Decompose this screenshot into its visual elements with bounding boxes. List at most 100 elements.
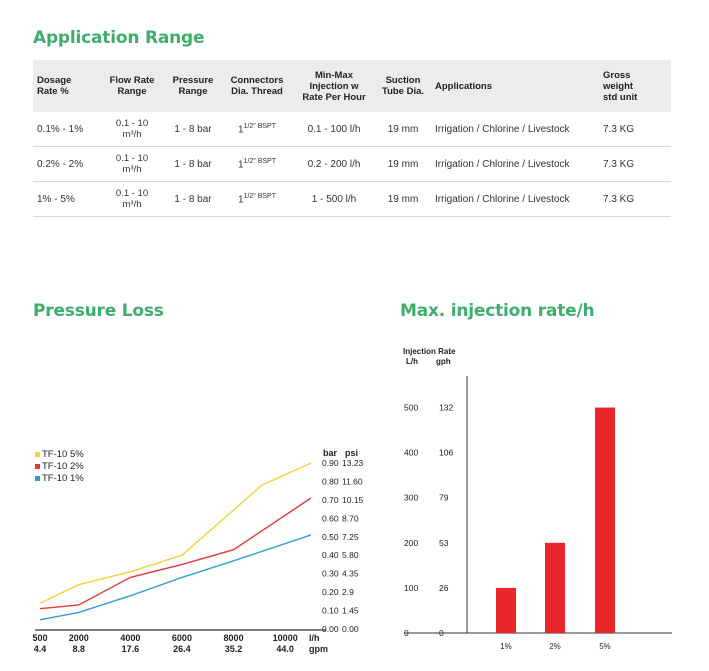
application-range-table: Dosage Rate % Flow Rate Range Pressure R… bbox=[33, 60, 671, 217]
bar-1 bbox=[496, 587, 516, 633]
bar-y-tick-lph: 500 bbox=[404, 403, 418, 413]
x-tick-gpm: 26.4 bbox=[173, 644, 191, 654]
y-tick-psi: 11.60 bbox=[342, 476, 363, 486]
cell-flow-rate: 0.1 - 10 m³/h bbox=[99, 146, 165, 182]
y-tick-bar: 0.30 bbox=[322, 569, 339, 579]
cell-suction: 19 mm bbox=[375, 146, 431, 182]
bar-y-unit-lph: L/h bbox=[406, 357, 418, 366]
cell-weight: 7.3 KG bbox=[599, 112, 671, 147]
legend-label-1: TF-10 5% bbox=[42, 449, 84, 460]
x-tick-lph: 500 bbox=[32, 633, 47, 643]
col-dosage: Dosage Rate % bbox=[33, 60, 99, 112]
series-line-2 bbox=[39, 497, 312, 610]
col-suction: Suction Tube Dia. bbox=[375, 60, 431, 112]
y-tick-psi: 1.45 bbox=[342, 606, 359, 616]
col-flow-rate: Flow Rate Range bbox=[99, 60, 165, 112]
bar-y-tick-gph: 106 bbox=[439, 448, 453, 458]
x-tick-gpm: 8.8 bbox=[72, 644, 85, 654]
cell-suction: 19 mm bbox=[375, 181, 431, 217]
bar-category-label: 1% bbox=[500, 642, 512, 651]
y-tick-psi: 10.15 bbox=[342, 495, 364, 505]
legend-swatch-3 bbox=[35, 476, 40, 481]
legend-label-2: TF-10 2% bbox=[42, 461, 84, 472]
legend-label-3: TF-10 1% bbox=[42, 473, 84, 484]
cell-weight: 7.3 KG bbox=[599, 181, 671, 217]
x-tick-gpm: 4.4 bbox=[34, 644, 47, 654]
cell-flow-rate: 0.1 - 10 m³/h bbox=[99, 112, 165, 147]
x-tick-lph: 4000 bbox=[120, 633, 140, 643]
col-injection: Min-Max Injection w Rate Per Hour bbox=[293, 60, 375, 112]
y-unit-bar: bar bbox=[323, 448, 338, 458]
cell-dosage: 0.1% - 1% bbox=[33, 112, 99, 147]
cell-injection: 0.1 - 100 l/h bbox=[293, 112, 375, 147]
col-pressure: Pressure Range bbox=[165, 60, 221, 112]
cell-flow-rate: 0.1 - 10 m³/h bbox=[99, 181, 165, 217]
cell-pressure: 1 - 8 bar bbox=[165, 146, 221, 182]
x-tick-gpm: 17.6 bbox=[122, 644, 140, 654]
bar-category-label: 2% bbox=[549, 642, 561, 651]
y-tick-psi: 5.80 bbox=[342, 550, 359, 560]
bar-y-unit-gph: gph bbox=[436, 357, 451, 366]
y-tick-psi: 8.70 bbox=[342, 513, 359, 523]
bar-y-tick-lph: 400 bbox=[404, 448, 418, 458]
y-tick-psi: 4.35 bbox=[342, 569, 359, 579]
series-line-1 bbox=[39, 462, 312, 604]
bar-y-tick-lph: 200 bbox=[404, 538, 418, 548]
cell-weight: 7.3 KG bbox=[599, 146, 671, 182]
cell-injection: 1 - 500 l/h bbox=[293, 181, 375, 217]
table-header-row: Dosage Rate % Flow Rate Range Pressure R… bbox=[33, 60, 671, 112]
cell-applications: Irrigation / Chlorine / Livestock bbox=[431, 181, 599, 217]
y-tick-bar: 0.20 bbox=[322, 587, 339, 597]
y-tick-bar: 0.40 bbox=[322, 550, 339, 560]
y-tick-bar: 0.70 bbox=[322, 495, 339, 505]
x-unit-gpm: gpm bbox=[309, 644, 328, 654]
table-row: 0.2% - 2% 0.1 - 10 m³/h 1 - 8 bar 11/2" … bbox=[33, 146, 671, 182]
bar-y-tick-lph: 300 bbox=[404, 493, 418, 503]
cell-injection: 0.2 - 200 l/h bbox=[293, 146, 375, 182]
x-unit-lph: l/h bbox=[309, 633, 320, 643]
y-tick-bar: 0.60 bbox=[322, 513, 339, 523]
cell-suction: 19 mm bbox=[375, 112, 431, 147]
bar-3 bbox=[595, 407, 615, 633]
y-tick-psi: 7.25 bbox=[342, 532, 359, 542]
cell-pressure: 1 - 8 bar bbox=[165, 181, 221, 217]
cell-dosage: 0.2% - 2% bbox=[33, 146, 99, 182]
y-tick-psi: 13.23 bbox=[342, 458, 364, 468]
y-unit-psi: psi bbox=[345, 448, 358, 458]
table-row: 1% - 5% 0.1 - 10 m³/h 1 - 8 bar 11/2" BS… bbox=[33, 181, 671, 217]
y-tick-bar: 0.80 bbox=[322, 476, 339, 486]
cell-applications: Irrigation / Chlorine / Livestock bbox=[431, 112, 599, 147]
cell-connector: 11/2" BSPT bbox=[221, 112, 293, 147]
application-range-title: Application Range bbox=[33, 28, 205, 48]
x-tick-lph: 2000 bbox=[69, 633, 89, 643]
col-gross-weight: Gross weight std unit bbox=[599, 60, 671, 112]
pressure-loss-title: Pressure Loss bbox=[33, 301, 164, 321]
cell-dosage: 1% - 5% bbox=[33, 181, 99, 217]
injection-rate-title: Max. injection rate/h bbox=[400, 301, 595, 321]
bar-y-tick-lph: 100 bbox=[404, 583, 418, 593]
cell-applications: Irrigation / Chlorine / Livestock bbox=[431, 146, 599, 182]
bar-category-label: 5% bbox=[599, 642, 611, 651]
x-tick-lph: 10000 bbox=[273, 633, 298, 643]
bar-y-tick-gph: 26 bbox=[439, 583, 449, 593]
x-tick-gpm: 35.2 bbox=[225, 644, 243, 654]
legend-swatch-2 bbox=[35, 464, 40, 469]
x-tick-gpm: 44.0 bbox=[276, 644, 294, 654]
y-tick-bar: 0.90 bbox=[322, 458, 339, 468]
y-tick-bar: 0.00 bbox=[322, 624, 339, 634]
y-tick-psi: 0.00 bbox=[342, 624, 359, 634]
y-tick-bar: 0.50 bbox=[322, 532, 339, 542]
table-row: 0.1% - 1% 0.1 - 10 m³/h 1 - 8 bar 11/2" … bbox=[33, 112, 671, 147]
cell-connector: 11/2" BSPT bbox=[221, 146, 293, 182]
bar-2 bbox=[545, 542, 565, 633]
cell-pressure: 1 - 8 bar bbox=[165, 112, 221, 147]
col-applications: Applications bbox=[431, 60, 599, 112]
x-tick-lph: 8000 bbox=[224, 633, 244, 643]
x-tick-lph: 6000 bbox=[172, 633, 192, 643]
y-tick-bar: 0.10 bbox=[322, 606, 339, 616]
series-line-3 bbox=[39, 534, 312, 621]
bar-y-tick-gph: 53 bbox=[439, 538, 449, 548]
col-connectors: Connectors Dia. Thread bbox=[221, 60, 293, 112]
bar-ylabel: Injection Rate bbox=[403, 347, 456, 356]
